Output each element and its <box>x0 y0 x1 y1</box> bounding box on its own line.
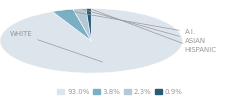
Wedge shape <box>73 9 91 41</box>
Text: HISPANIC: HISPANIC <box>92 10 217 53</box>
Wedge shape <box>52 9 91 41</box>
Wedge shape <box>0 8 182 73</box>
Text: A.I.: A.I. <box>66 10 196 35</box>
Text: WHITE: WHITE <box>10 31 102 62</box>
Text: ASIAN: ASIAN <box>83 10 206 44</box>
Wedge shape <box>86 8 91 41</box>
Legend: 93.0%, 3.8%, 2.3%, 0.9%: 93.0%, 3.8%, 2.3%, 0.9% <box>56 88 184 96</box>
